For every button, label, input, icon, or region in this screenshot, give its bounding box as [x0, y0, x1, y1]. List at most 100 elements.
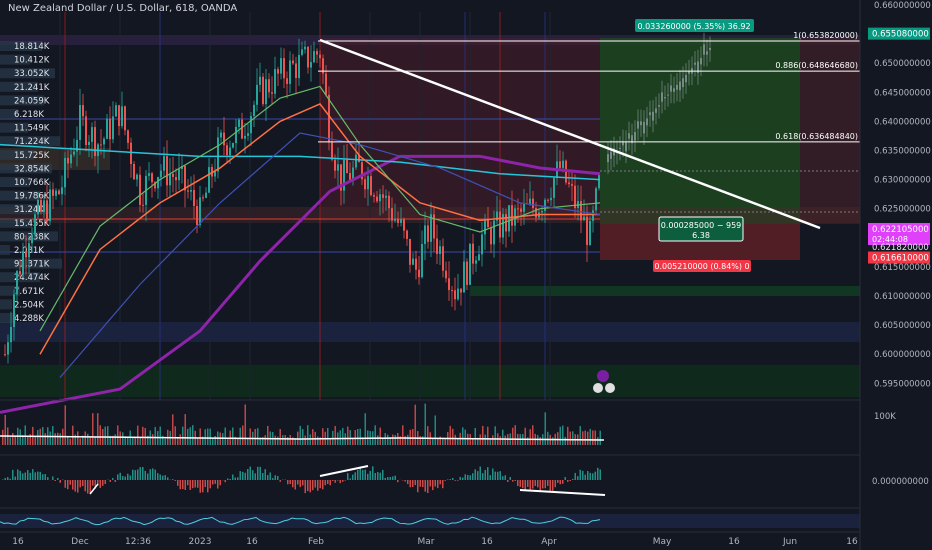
candle-body: [568, 182, 570, 185]
volume-bar: [502, 429, 504, 445]
volume-bar: [267, 425, 269, 445]
price-axis[interactable]: 0.660000000 0.650000000 0.645000000 0.64000…: [859, 0, 932, 550]
projection-candle: [625, 141, 627, 152]
osc-bar: [562, 480, 564, 484]
projection-candle: [661, 92, 663, 102]
candle-body: [73, 151, 75, 155]
candle-body: [127, 130, 129, 143]
volume-bar: [597, 437, 599, 445]
osc-bar: [27, 470, 29, 480]
osc-bar: [424, 480, 426, 492]
volume-bar: [489, 438, 491, 445]
projection-candle: [652, 111, 654, 121]
osc-bar: [572, 478, 574, 480]
volume-bar: [539, 437, 541, 445]
osc-bar: [189, 480, 191, 490]
candle-body: [322, 58, 324, 74]
candle-body: [478, 254, 480, 261]
osc-bar: [307, 480, 309, 492]
osc-bar: [147, 473, 149, 480]
volume-bar: [104, 426, 106, 445]
osc-bar: [389, 476, 391, 480]
osc-bar: [219, 480, 221, 486]
profit-label-box: [635, 19, 754, 32]
osc-bar: [527, 480, 529, 487]
candle-body: [445, 270, 447, 279]
osc-bar: [482, 473, 484, 480]
candle-body: [409, 238, 411, 265]
osc-bar: [517, 480, 519, 486]
vp-bar: [0, 81, 38, 92]
osc-bar: [374, 472, 376, 480]
candle-body: [28, 243, 30, 258]
candle-body: [559, 161, 561, 168]
osc-bar: [444, 480, 446, 481]
volume-bar: [137, 425, 139, 445]
volume-bar: [504, 435, 506, 445]
osc-bar: [357, 469, 359, 480]
volume-bar: [434, 415, 436, 445]
osc-bar: [207, 480, 209, 493]
volume-bar: [19, 429, 21, 445]
candle-body: [34, 214, 36, 235]
fib-label: 0.618(0.636484840): [775, 132, 858, 141]
volume-bar: [377, 435, 379, 445]
vp-label: 33.052K: [14, 69, 50, 79]
volume-bar: [257, 428, 259, 445]
vp-label: 71.224K: [14, 137, 50, 147]
volume-bar: [407, 434, 409, 445]
vp-bar: [0, 272, 40, 283]
y-tick-label: 0.595000000: [874, 379, 931, 389]
vp-bar: [0, 204, 50, 215]
volume-bar: [359, 428, 361, 445]
osc-bar: [67, 480, 69, 490]
volume-bar: [437, 438, 439, 445]
volume-bar: [59, 433, 61, 445]
osc-bar: [279, 480, 281, 482]
candle-body: [289, 60, 291, 84]
vp-label: 15.725K: [14, 151, 50, 161]
osc-bar: [129, 475, 131, 480]
volume-bar: [34, 436, 36, 445]
x-tick-label: 16: [728, 537, 740, 547]
volume-bar: [582, 431, 584, 445]
osc-bar: [59, 480, 61, 483]
osc-bar: [262, 472, 264, 480]
volume-bar: [484, 434, 486, 445]
osc-bar: [162, 475, 164, 480]
projection-candle: [646, 118, 648, 126]
candle-body: [379, 194, 381, 202]
candle-body: [316, 51, 318, 55]
candle-body: [349, 173, 351, 181]
blue-band: [0, 322, 860, 342]
volume-bar: [109, 435, 111, 445]
time-axis[interactable]: 16 Dec 12:36 2023 16 Feb Mar 16 Apr May 16 Jun 16: [0, 531, 860, 547]
candle-body: [523, 203, 525, 212]
candle-body: [286, 78, 288, 84]
candle-body: [241, 119, 243, 139]
candle-body: [520, 208, 522, 212]
osc-bar: [442, 480, 444, 489]
volume-bar: [399, 436, 401, 445]
volume-bar: [119, 431, 121, 445]
candle-body: [172, 173, 174, 177]
osc-bar: [294, 480, 296, 490]
osc-bar: [494, 471, 496, 480]
osc-bar: [292, 480, 294, 488]
volume-bar: [464, 429, 466, 445]
candle-body: [52, 189, 54, 196]
vp-bar: [0, 41, 42, 51]
candle-body: [466, 261, 468, 285]
osc-bar: [577, 476, 579, 480]
vp-bar: [0, 163, 52, 174]
vp-bar: [0, 122, 28, 133]
volume-bar: [262, 437, 264, 445]
volume-bar: [89, 437, 91, 445]
candle-body: [196, 205, 198, 225]
entry-label-box: [658, 216, 744, 242]
volume-bar: [139, 438, 141, 445]
countdown-label: 02:44:08: [872, 235, 908, 244]
projection-candle: [649, 112, 651, 116]
drawings-layer[interactable]: 1(0.653820000) 0.886(0.648646680) 0.618(0.…: [318, 31, 860, 230]
